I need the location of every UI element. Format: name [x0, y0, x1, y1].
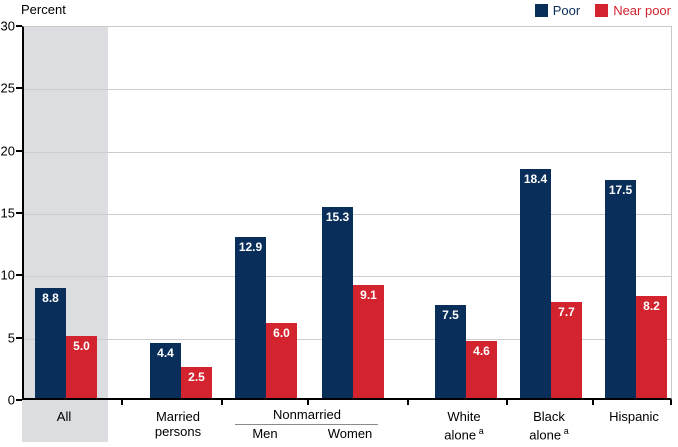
- bar-poor-0: 8.8: [35, 288, 66, 398]
- legend-label-near-poor: Near poor: [613, 3, 671, 18]
- poor-swatch-icon: [534, 4, 548, 17]
- bar-poor-2: 12.9: [235, 237, 266, 398]
- legend-label-poor: Poor: [552, 3, 581, 18]
- y-axis-tick-label: 20: [0, 143, 15, 159]
- bar-poor-5: 18.4: [520, 168, 551, 398]
- white-line1: White: [447, 409, 481, 424]
- bar-value-label: 2.5: [188, 369, 205, 384]
- bar-value-label: 5.0: [73, 338, 90, 353]
- y-axis-tick: [16, 87, 22, 90]
- y-axis-tick: [16, 25, 22, 27]
- legend: Poor Near poor: [534, 3, 671, 18]
- x-axis-tick: [670, 400, 672, 405]
- category-label-black-alone: Black alone a: [529, 409, 568, 442]
- nonmarried-underline: [235, 424, 378, 425]
- category-label-hispanic: Hispanic: [609, 409, 659, 424]
- black-line1: Black: [533, 409, 565, 424]
- x-axis-tick: [592, 400, 594, 405]
- y-axis-title: Percent: [21, 2, 66, 17]
- bar-near-poor-0: 5.0: [66, 335, 97, 398]
- x-axis-tick: [407, 400, 409, 405]
- near-poor-swatch-icon: [595, 4, 609, 17]
- category-label-women: Women: [327, 426, 373, 441]
- bar-poor-3: 15.3: [322, 207, 353, 398]
- black-footnote-marker: a: [563, 426, 569, 436]
- y-axis-tick: [16, 399, 22, 401]
- bar-value-label: 7.7: [558, 305, 575, 320]
- y-axis-tick: [16, 274, 22, 277]
- x-axis-tick: [506, 400, 508, 405]
- y-axis-tick-label: 15: [0, 205, 15, 221]
- bar-near-poor-3: 9.1: [353, 284, 384, 398]
- bar-near-poor-2: 6.0: [266, 323, 297, 398]
- black-line2: alone: [529, 427, 562, 443]
- white-footnote-marker: a: [478, 426, 484, 436]
- gridline: [24, 89, 671, 91]
- married-line2: persons: [154, 424, 202, 439]
- y-axis-tick-label: 25: [0, 80, 15, 96]
- legend-item-near-poor: Near poor: [595, 3, 671, 18]
- bar-poor-6: 17.5: [605, 179, 636, 398]
- y-axis-tick: [16, 336, 22, 339]
- bar-value-label: 7.5: [442, 307, 459, 322]
- bar-poor-1: 4.4: [150, 343, 181, 398]
- legend-item-poor: Poor: [534, 3, 581, 18]
- category-label-married-persons: Married persons: [155, 409, 201, 439]
- bar-value-label: 4.4: [157, 346, 174, 361]
- category-label-all: All: [56, 409, 72, 424]
- y-axis-tick-label: 10: [0, 267, 15, 283]
- bar-value-label: 8.8: [42, 291, 59, 306]
- category-label-men: Men: [252, 426, 278, 441]
- category-label-nonmarried: Nonmarried: [273, 407, 341, 422]
- x-axis-tick: [121, 400, 123, 405]
- plot-area: 8.8 4.4 12.9 15.3 7.5 18.4 17.5 5.0 2.5 6.0 9.1 4.6…: [22, 26, 672, 400]
- x-axis-tick: [221, 400, 223, 405]
- bar-value-label: 12.9: [238, 240, 263, 255]
- y-axis-tick: [16, 212, 22, 214]
- bar-poor-4: 7.5: [435, 304, 466, 398]
- y-axis-tick: [16, 149, 22, 152]
- bar-near-poor-1: 2.5: [181, 366, 212, 398]
- bar-value-label: 4.6: [473, 343, 490, 358]
- bar-value-label: 18.4: [523, 171, 548, 186]
- bar-near-poor-5: 7.7: [551, 302, 582, 398]
- bar-value-label: 8.2: [643, 298, 660, 313]
- gridline: [24, 151, 671, 153]
- bar-near-poor-6: 8.2: [636, 295, 667, 398]
- bar-value-label: 9.1: [360, 287, 377, 302]
- y-axis-tick-label: 30: [0, 18, 15, 34]
- bar-near-poor-4: 4.6: [466, 340, 497, 398]
- bar-value-label: 17.5: [608, 182, 633, 197]
- category-label-white-alone: White alone a: [444, 409, 483, 442]
- white-line2: alone: [444, 427, 477, 443]
- bar-value-label: 15.3: [325, 210, 350, 225]
- y-axis-tick-label: 5: [7, 330, 15, 346]
- married-line1: Married: [155, 409, 201, 424]
- x-axis-tick: [307, 400, 309, 405]
- bar-value-label: 6.0: [273, 326, 290, 341]
- y-axis-tick-label: 0: [7, 392, 15, 408]
